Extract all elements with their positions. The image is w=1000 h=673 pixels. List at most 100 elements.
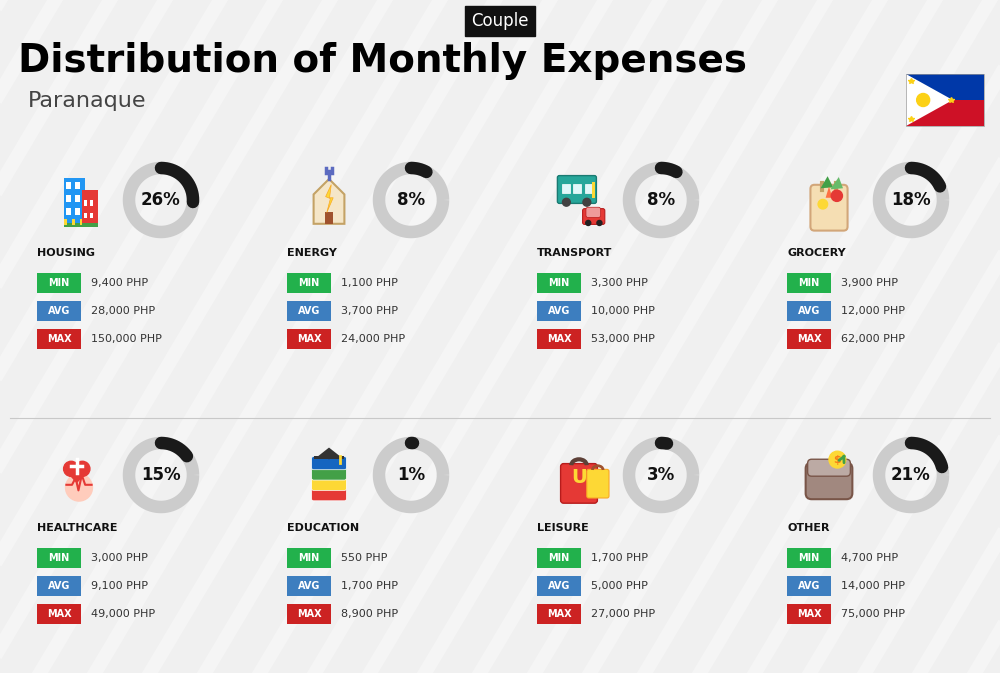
Text: 75,000 PHP: 75,000 PHP	[841, 609, 905, 619]
FancyBboxPatch shape	[583, 209, 605, 224]
Text: 8,900 PHP: 8,900 PHP	[341, 609, 398, 619]
FancyBboxPatch shape	[287, 576, 331, 596]
Text: MIN: MIN	[298, 278, 320, 288]
Text: MAX: MAX	[547, 334, 571, 344]
FancyBboxPatch shape	[64, 223, 98, 227]
FancyBboxPatch shape	[587, 469, 609, 498]
Text: MIN: MIN	[298, 553, 320, 563]
FancyBboxPatch shape	[37, 576, 81, 596]
FancyBboxPatch shape	[787, 301, 831, 321]
Text: 1,100 PHP: 1,100 PHP	[341, 278, 398, 288]
FancyBboxPatch shape	[37, 301, 81, 321]
Text: AVG: AVG	[548, 581, 570, 591]
FancyBboxPatch shape	[37, 329, 81, 349]
FancyBboxPatch shape	[287, 548, 331, 568]
Text: Distribution of Monthly Expenses: Distribution of Monthly Expenses	[18, 42, 747, 80]
Text: MAX: MAX	[297, 609, 321, 619]
Text: 5,000 PHP: 5,000 PHP	[591, 581, 648, 591]
FancyBboxPatch shape	[808, 459, 850, 476]
FancyBboxPatch shape	[787, 548, 831, 568]
Polygon shape	[830, 177, 843, 189]
Text: 27,000 PHP: 27,000 PHP	[591, 609, 655, 619]
Text: 21%: 21%	[891, 466, 931, 484]
Text: 9,100 PHP: 9,100 PHP	[91, 581, 148, 591]
FancyBboxPatch shape	[84, 213, 87, 218]
Text: 12,000 PHP: 12,000 PHP	[841, 306, 905, 316]
Text: AVG: AVG	[298, 306, 320, 316]
Circle shape	[917, 94, 930, 106]
Polygon shape	[314, 179, 344, 224]
Text: 26%: 26%	[141, 191, 181, 209]
Text: 1,700 PHP: 1,700 PHP	[341, 581, 398, 591]
Polygon shape	[318, 448, 340, 459]
Circle shape	[597, 221, 602, 225]
FancyBboxPatch shape	[287, 301, 331, 321]
FancyBboxPatch shape	[312, 456, 346, 470]
FancyBboxPatch shape	[586, 207, 601, 217]
FancyBboxPatch shape	[80, 219, 82, 225]
FancyBboxPatch shape	[64, 219, 67, 225]
Text: 49,000 PHP: 49,000 PHP	[91, 609, 155, 619]
FancyBboxPatch shape	[573, 184, 581, 193]
FancyBboxPatch shape	[787, 604, 831, 624]
FancyBboxPatch shape	[64, 178, 85, 225]
Text: MIN: MIN	[48, 553, 70, 563]
Polygon shape	[906, 74, 953, 126]
Text: 3,300 PHP: 3,300 PHP	[591, 278, 648, 288]
Text: ENERGY: ENERGY	[287, 248, 337, 258]
FancyBboxPatch shape	[787, 329, 831, 349]
Circle shape	[818, 199, 828, 209]
Text: 14,000 PHP: 14,000 PHP	[841, 581, 905, 591]
FancyBboxPatch shape	[66, 182, 71, 188]
Text: GROCERY: GROCERY	[787, 248, 846, 258]
Circle shape	[829, 451, 846, 468]
FancyBboxPatch shape	[287, 604, 331, 624]
Text: 1,700 PHP: 1,700 PHP	[591, 553, 648, 563]
Text: MIN: MIN	[798, 278, 820, 288]
Text: 3,900 PHP: 3,900 PHP	[841, 278, 898, 288]
FancyBboxPatch shape	[75, 195, 80, 202]
FancyBboxPatch shape	[561, 464, 597, 503]
FancyBboxPatch shape	[90, 213, 93, 218]
Circle shape	[66, 474, 92, 501]
Text: 3,000 PHP: 3,000 PHP	[91, 553, 148, 563]
FancyBboxPatch shape	[787, 576, 831, 596]
FancyBboxPatch shape	[75, 209, 80, 215]
FancyBboxPatch shape	[592, 182, 595, 198]
Text: 10,000 PHP: 10,000 PHP	[591, 306, 655, 316]
FancyBboxPatch shape	[585, 184, 592, 193]
Text: AVG: AVG	[798, 306, 820, 316]
FancyBboxPatch shape	[37, 604, 81, 624]
Text: 9,400 PHP: 9,400 PHP	[91, 278, 148, 288]
FancyBboxPatch shape	[84, 200, 87, 205]
FancyBboxPatch shape	[537, 273, 581, 293]
Text: 8%: 8%	[397, 191, 425, 209]
Circle shape	[586, 221, 591, 225]
Polygon shape	[326, 184, 333, 213]
Text: MIN: MIN	[798, 553, 820, 563]
Text: 1%: 1%	[397, 466, 425, 484]
Text: 24,000 PHP: 24,000 PHP	[341, 334, 405, 344]
FancyBboxPatch shape	[82, 190, 98, 225]
Text: U: U	[571, 468, 587, 487]
Text: HEALTHCARE: HEALTHCARE	[37, 523, 118, 533]
Text: MAX: MAX	[47, 609, 71, 619]
Text: EDUCATION: EDUCATION	[287, 523, 359, 533]
FancyBboxPatch shape	[312, 467, 346, 480]
Polygon shape	[821, 176, 833, 188]
FancyBboxPatch shape	[90, 200, 93, 205]
FancyBboxPatch shape	[537, 301, 581, 321]
Polygon shape	[64, 469, 90, 483]
FancyBboxPatch shape	[312, 487, 346, 501]
Text: LEISURE: LEISURE	[537, 523, 589, 533]
Text: MAX: MAX	[47, 334, 71, 344]
Text: 53,000 PHP: 53,000 PHP	[591, 334, 655, 344]
FancyBboxPatch shape	[37, 273, 81, 293]
FancyBboxPatch shape	[287, 329, 331, 349]
FancyBboxPatch shape	[537, 604, 581, 624]
Text: 18%: 18%	[891, 191, 931, 209]
FancyBboxPatch shape	[537, 548, 581, 568]
FancyBboxPatch shape	[537, 329, 581, 349]
FancyBboxPatch shape	[66, 195, 71, 202]
Text: MAX: MAX	[547, 609, 571, 619]
